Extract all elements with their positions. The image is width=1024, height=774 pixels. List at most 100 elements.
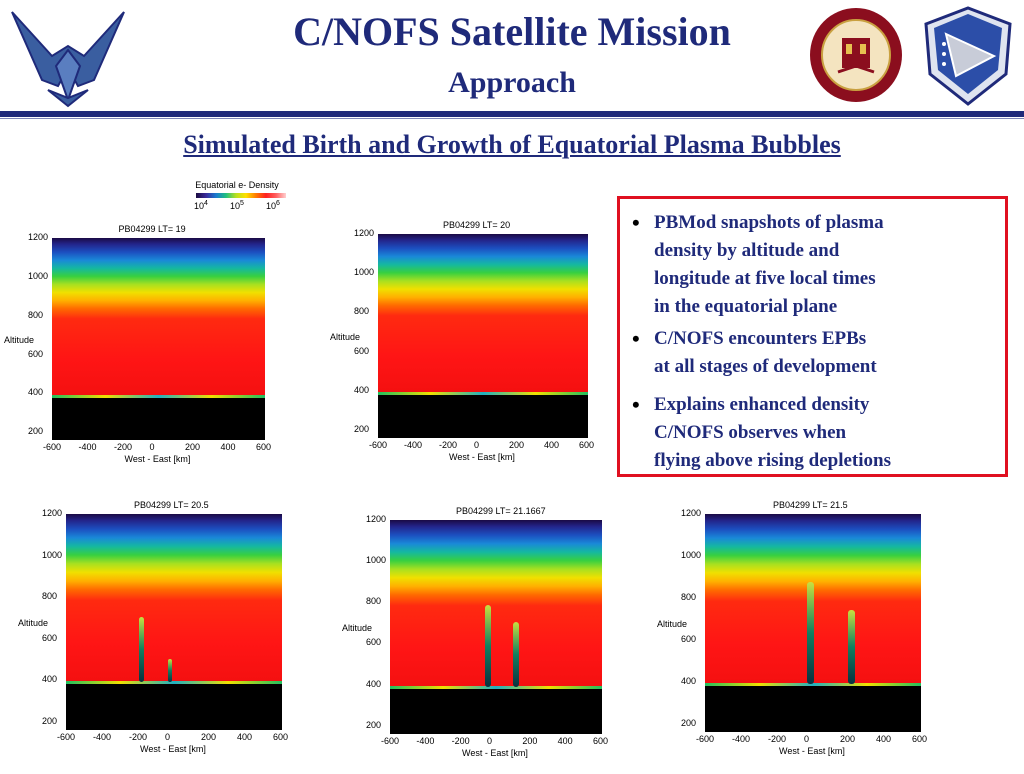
colorbar-tick: 106	[266, 200, 280, 211]
x-tick-label: -400	[404, 440, 423, 450]
x-tick-label: 400	[544, 440, 560, 450]
section-heading: Simulated Birth and Growth of Equatorial…	[183, 130, 841, 159]
afrl-shield-icon	[924, 6, 1012, 106]
y-tick-label: 800	[28, 309, 44, 320]
x-tick-label: 200	[185, 442, 201, 452]
plasma-bubble-plume	[512, 622, 519, 687]
x-tick-label: -200	[768, 734, 787, 744]
bottomside-layer	[390, 685, 602, 689]
x-tick-label: -600	[57, 732, 76, 742]
y-axis-label: Altitude	[18, 617, 49, 628]
x-tick-label: 400	[876, 734, 892, 744]
summary-box: • PBMod snapshots of plasma density by a…	[617, 196, 1008, 477]
density-colorbar: Equatorial e- Density 104 105 106	[182, 180, 292, 214]
y-tick-label: 1000	[42, 549, 63, 560]
x-tick-label: 600	[256, 442, 272, 452]
simulation-panel: PB04299 LT= 20.5 1200 1000 800 600 400 200 -600…	[0, 498, 302, 770]
colorbar-tick: 104	[194, 200, 208, 211]
simulation-panel: PB04299 LT= 21.5 1200 1000 800 600 400 200 -600…	[655, 498, 941, 772]
page-subtitle: Approach	[448, 66, 576, 99]
plasma-bubble-plume	[847, 609, 855, 685]
x-axis-label: West - East [km]	[124, 454, 191, 464]
x-tick-label: -200	[439, 440, 458, 450]
y-tick-label: 800	[366, 596, 382, 607]
x-tick-label: 0	[165, 732, 171, 742]
plasma-bubble-plume	[167, 658, 172, 683]
x-tick-label: -600	[369, 440, 388, 450]
x-tick-label: 0	[149, 442, 155, 452]
x-tick-label: 0	[487, 736, 493, 746]
x-tick-label: 600	[579, 440, 595, 450]
x-tick-label: -400	[416, 736, 435, 746]
y-tick-label: 1200	[28, 232, 49, 242]
y-tick-label: 400	[28, 387, 44, 398]
y-axis-label: Altitude	[342, 622, 373, 633]
y-tick-label: 600	[366, 637, 382, 648]
y-tick-label: 1000	[354, 267, 375, 278]
plasma-bubble-plume	[485, 604, 492, 687]
bottomside-layer	[66, 681, 282, 685]
y-tick-label: 400	[354, 384, 370, 395]
x-tick-label: 0	[474, 440, 480, 450]
y-tick-label: 1000	[681, 549, 702, 560]
y-tick-label: 1200	[366, 514, 387, 524]
panel-title: PB04299 LT= 21.5	[773, 500, 848, 510]
x-tick-label: -400	[78, 442, 97, 452]
panel-title: PB04299 LT= 19	[118, 224, 186, 234]
header-rule	[0, 111, 1024, 117]
bottomside-layer	[378, 392, 588, 396]
y-tick-label: 1000	[366, 555, 387, 566]
y-axis-label: Altitude	[4, 334, 35, 345]
simulation-panel: PB04299 LT= 21.1667 1200 1000 800 600 400 200 -…	[340, 504, 622, 774]
y-tick-label: 400	[366, 678, 382, 689]
y-tick-label: 600	[42, 632, 58, 643]
y-tick-label: 1000	[28, 270, 49, 281]
boston-college-seal-icon	[810, 8, 902, 102]
x-tick-label: -400	[93, 732, 112, 742]
header-rule-thin	[0, 118, 1024, 119]
air-force-logo-icon	[11, 11, 125, 108]
y-axis-label: Altitude	[657, 618, 688, 629]
panel-title: PB04299 LT= 21.1667	[456, 506, 546, 516]
y-tick-label: 800	[354, 306, 370, 317]
y-tick-label: 200	[366, 719, 382, 730]
bottomside-layer	[705, 682, 921, 686]
x-axis-label: West - East [km]	[449, 452, 515, 462]
density-plot	[705, 514, 921, 732]
density-plot	[378, 234, 588, 438]
x-tick-label: 400	[557, 736, 573, 746]
plasma-bubble-plume	[139, 617, 145, 683]
simulation-panel: PB04299 LT= 19 1200 1000 800 600 400 200 -600 -4…	[0, 222, 285, 480]
x-tick-label: -600	[696, 734, 715, 744]
panel-title: PB04299 LT= 20.5	[134, 500, 209, 510]
x-tick-label: 200	[840, 734, 856, 744]
colorbar-label: Equatorial e- Density	[195, 180, 279, 190]
y-tick-label: 200	[28, 426, 44, 437]
bottomside-layer	[52, 394, 265, 398]
simulation-panel: PB04299 LT= 20 1200 1000 800 600 400 200 -600 -4…	[330, 218, 608, 478]
y-tick-label: 400	[42, 674, 58, 685]
y-tick-label: 600	[681, 633, 697, 644]
x-tick-label: 200	[201, 732, 217, 742]
panel-title: PB04299 LT= 20	[443, 220, 511, 230]
colorbar-tick: 105	[230, 200, 244, 211]
y-tick-label: 1200	[354, 228, 375, 238]
x-tick-label: 200	[509, 440, 525, 450]
x-tick-label: 600	[593, 736, 609, 746]
plasma-bubble-plume	[806, 582, 814, 685]
x-tick-label: 400	[237, 732, 253, 742]
density-plot	[66, 514, 282, 730]
y-tick-label: 400	[681, 675, 697, 686]
x-tick-label: 600	[273, 732, 289, 742]
page-title: C/NOFS Satellite Mission	[293, 9, 731, 54]
x-tick-label: -600	[381, 736, 400, 746]
y-tick-label: 600	[28, 348, 44, 359]
y-tick-label: 800	[42, 591, 58, 602]
x-axis-label: West - East [km]	[779, 746, 845, 756]
y-tick-label: 200	[354, 424, 370, 435]
x-tick-label: -400	[732, 734, 751, 744]
y-tick-label: 1200	[681, 508, 702, 518]
y-tick-label: 600	[354, 345, 370, 356]
density-plot	[52, 238, 265, 440]
x-tick-label: -200	[114, 442, 133, 452]
